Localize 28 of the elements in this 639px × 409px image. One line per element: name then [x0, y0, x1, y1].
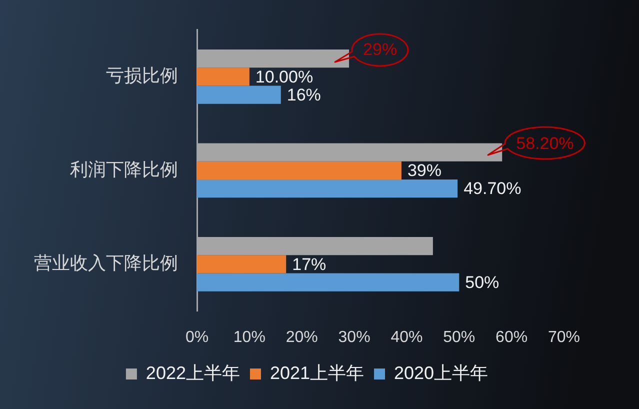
- bar: [197, 273, 460, 292]
- data-label: 10.00%: [255, 67, 314, 86]
- data-label: 16%: [286, 85, 321, 104]
- data-label: 17%: [292, 254, 326, 274]
- data-label: 29%: [363, 40, 398, 60]
- x-tick-label: 50%: [443, 329, 476, 346]
- bar: [197, 161, 402, 180]
- y-tick-label: 营业收入下降比例: [34, 253, 178, 274]
- bar: [197, 86, 281, 104]
- x-tick-label: 40%: [390, 329, 423, 346]
- x-tick-label: 70%: [548, 329, 580, 346]
- legend-label: 2022上半年: [146, 362, 240, 383]
- data-label: 58.20%: [516, 134, 574, 153]
- legend-label: 2020上半年: [394, 362, 488, 383]
- bar: [197, 255, 286, 274]
- data-label: 39%: [407, 161, 442, 180]
- legend-label: 2021上半年: [270, 362, 364, 383]
- data-label: 49.70%: [464, 179, 522, 198]
- x-tick-label: 10%: [233, 329, 266, 346]
- y-tick-label: 利润下降比例: [70, 159, 178, 180]
- bar: [197, 68, 250, 86]
- x-tick-label: 60%: [496, 329, 528, 346]
- bar: [197, 179, 458, 198]
- y-tick-label: 亏损比例: [106, 66, 178, 86]
- data-label: 50%: [465, 272, 500, 292]
- x-tick-label: 30%: [338, 329, 370, 346]
- x-tick-label: 0%: [185, 329, 209, 346]
- x-tick-label: 20%: [286, 329, 318, 346]
